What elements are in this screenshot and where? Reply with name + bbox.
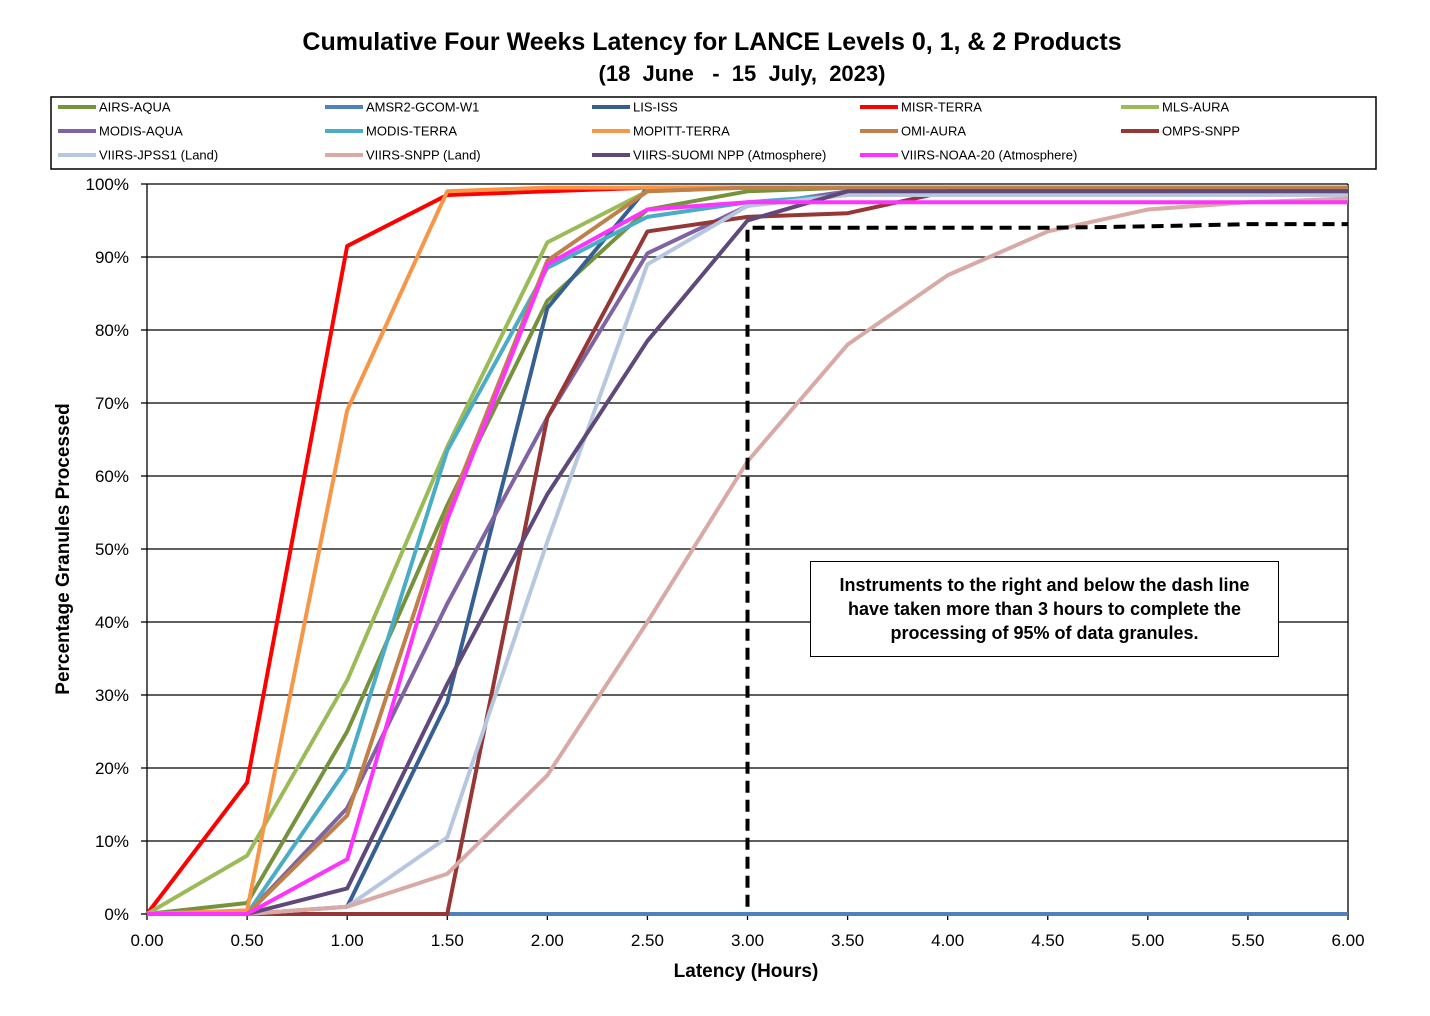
legend-label: LIS-ISS — [633, 100, 678, 115]
legend-item-omi-aura: OMI-AURA — [860, 124, 966, 139]
legend-label: VIIRS-SUOMI NPP (Atmosphere) — [633, 148, 826, 163]
y-axis-label: Percentage Granules Processed — [53, 403, 74, 694]
x-tick-label: 5.50 — [1231, 931, 1264, 950]
legend-item-viirs-suomi-npp-atmosphere: VIIRS-SUOMI NPP (Atmosphere) — [592, 148, 826, 163]
x-tick-label: 2.50 — [631, 931, 664, 950]
series-viirs-suomi-npp-atmosphere-line — [147, 189, 1348, 916]
legend-label: MODIS-TERRA — [366, 124, 457, 139]
x-tick-label: 0.00 — [130, 931, 163, 950]
y-tick-label: 70% — [95, 394, 129, 413]
legend-item-mopitt-terra: MOPITT-TERRA — [592, 124, 730, 139]
threshold-dash-line — [745, 222, 1348, 907]
series-viirs-noaa-20-atmosphere-line — [147, 200, 1348, 916]
x-axis-label: Latency (Hours) — [674, 961, 819, 982]
legend-label: VIIRS-JPSS1 (Land) — [99, 148, 218, 163]
y-tick-label: 10% — [95, 832, 129, 851]
y-axis-ticks: 0% 10% 20% 30% 40% 50% 60% 70% 80% 90% 100% — [86, 175, 129, 924]
x-tick-label: 3.00 — [731, 931, 764, 950]
x-tick-label: 0.50 — [231, 931, 264, 950]
series-omi-aura-line — [147, 185, 1348, 916]
threshold-line — [745, 222, 1348, 907]
legend-label: MODIS-AQUA — [99, 124, 183, 139]
legend-item-lis-iss: LIS-ISS — [592, 100, 678, 115]
y-tick-label: 40% — [95, 613, 129, 632]
legend-item-modis-terra: MODIS-TERRA — [325, 124, 457, 139]
y-tick-label: 80% — [95, 321, 129, 340]
y-tick-label: 0% — [104, 905, 129, 924]
x-tick-label: 1.00 — [331, 931, 364, 950]
x-axis-ticks: 0.00 0.50 1.00 1.50 2.00 2.50 3.00 3.50 4.00 4.50… — [130, 914, 1365, 950]
legend-label: MOPITT-TERRA — [633, 124, 730, 139]
legend-label: VIIRS-SNPP (Land) — [366, 148, 481, 163]
legend-item-omps-snpp: OMPS-SNPP — [1121, 124, 1240, 139]
x-tick-label: 3.50 — [831, 931, 864, 950]
legend-item-airs-aqua: AIRS-AQUA — [58, 100, 171, 115]
legend-item-modis-aqua: MODIS-AQUA — [58, 124, 183, 139]
legend-item-misr-terra: MISR-TERRA — [860, 100, 982, 115]
legend-label: AIRS-AQUA — [99, 100, 171, 115]
y-tick-label: 100% — [86, 175, 129, 194]
y-tick-label: 90% — [95, 248, 129, 267]
x-tick-label: 5.00 — [1131, 931, 1164, 950]
legend-label: MISR-TERRA — [901, 100, 982, 115]
x-tick-label: 2.00 — [531, 931, 564, 950]
legend-item-mls-aura: MLS-AURA — [1121, 100, 1230, 115]
legend: AIRS-AQUA AMSR2-GCOM-W1 LIS-ISS MISR-TERRA M… — [58, 100, 1240, 163]
annotation-text: Instruments to the right and below the d… — [839, 575, 1250, 643]
x-tick-label: 1.50 — [431, 931, 464, 950]
annotation-box: Instruments to the right and below the d… — [810, 561, 1279, 657]
legend-label: OMPS-SNPP — [1162, 124, 1240, 139]
series-lines — [145, 185, 1349, 916]
chart-title: Cumulative Four Weeks Latency for LANCE … — [302, 28, 1121, 56]
chart-subtitle: (18 June - 15 July, 2023) — [599, 61, 886, 86]
x-tick-label: 6.00 — [1331, 931, 1364, 950]
x-tick-label: 4.00 — [931, 931, 964, 950]
y-tick-label: 60% — [95, 467, 129, 486]
legend-item-viirs-jpss1-land: VIIRS-JPSS1 (Land) — [58, 148, 218, 163]
y-tick-label: 30% — [95, 686, 129, 705]
x-tick-label: 4.50 — [1031, 931, 1064, 950]
legend-label: VIIRS-NOAA-20 (Atmosphere) — [901, 148, 1077, 163]
legend-item-viirs-snpp-land: VIIRS-SNPP (Land) — [325, 148, 481, 163]
y-tick-label: 20% — [95, 759, 129, 778]
legend-label: OMI-AURA — [901, 124, 966, 139]
y-tick-label: 50% — [95, 540, 129, 559]
legend-label: AMSR2-GCOM-W1 — [366, 100, 479, 115]
legend-label: MLS-AURA — [1162, 100, 1230, 115]
legend-item-amsr2-gcom-w1: AMSR2-GCOM-W1 — [325, 100, 479, 115]
legend-item-viirs-noaa-20-atmosphere: VIIRS-NOAA-20 (Atmosphere) — [860, 148, 1077, 163]
